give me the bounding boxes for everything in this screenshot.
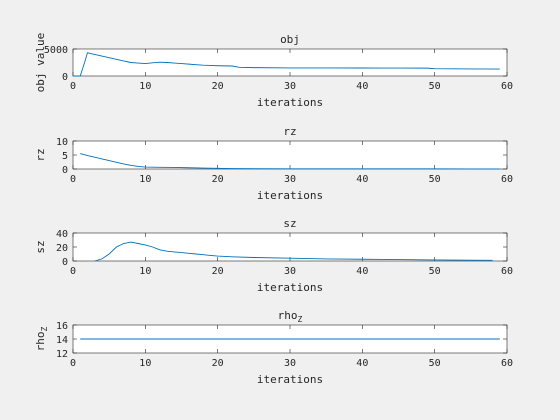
series-line-sz-0 — [94, 241, 493, 262]
x-tick-label-rz-5: 50 — [429, 174, 441, 185]
x-tick-label-rho-z-3: 30 — [284, 358, 296, 369]
x-tick-label-sz-1: 10 — [139, 266, 151, 277]
plot-title-rz: rz — [283, 125, 296, 138]
y-tick-label-rho-z-0: 12 — [56, 349, 68, 360]
x-tick-label-rho-z-5: 50 — [429, 358, 441, 369]
x-tick-label-sz-4: 40 — [356, 266, 368, 277]
x-axis-label-rho-z: iterations — [257, 373, 323, 386]
y-axis-label-obj: obj value — [34, 33, 47, 93]
x-tick-label-rz-4: 40 — [356, 174, 368, 185]
x-tick-label-rho-z-0: 0 — [70, 358, 76, 369]
subplot-rz: 0 10 20 30 40 50 60 0 5 10 rz iterations rz — [34, 125, 513, 202]
y-tick-label-obj-1: 5000 — [44, 45, 68, 56]
y-axis-label-sz: sz — [34, 240, 47, 253]
x-tick-label-rz-2: 20 — [212, 174, 224, 185]
x-axis-label-rz: iterations — [257, 189, 323, 202]
x-tick-label-obj-6: 60 — [501, 81, 513, 92]
x-tick-label-obj-0: 0 — [70, 81, 76, 92]
x-tick-label-sz-2: 20 — [212, 266, 224, 277]
y-tick-label-rz-0: 0 — [62, 165, 68, 176]
subplot-obj: 0 10 20 30 40 50 60 0 5000 obj iterations obj value — [34, 33, 513, 109]
y-tick-label-rz-2: 10 — [56, 137, 68, 148]
y-tick-label-sz-0: 0 — [62, 257, 68, 268]
x-tick-label-rho-z-6: 60 — [501, 358, 513, 369]
x-tick-label-sz-5: 50 — [429, 266, 441, 277]
x-tick-label-rho-z-2: 20 — [212, 358, 224, 369]
subplot-sz: 0 10 20 30 40 50 60 0 20 40 sz iterations sz — [34, 217, 513, 294]
y-tick-label-rz-1: 5 — [62, 151, 68, 162]
x-tick-label-rho-z-1: 10 — [139, 358, 151, 369]
x-axis-label-obj: iterations — [257, 96, 323, 109]
x-tick-label-rho-z-4: 40 — [356, 358, 368, 369]
x-tick-label-sz-3: 30 — [284, 266, 296, 277]
x-tick-label-obj-4: 40 — [356, 81, 368, 92]
y-tick-label-rho-z-1: 14 — [56, 335, 68, 346]
x-tick-label-sz-6: 60 — [501, 266, 513, 277]
series-line-obj-0 — [73, 52, 500, 77]
y-tick-label-rho-z-2: 16 — [56, 321, 68, 332]
x-axis-label-sz: iterations — [257, 281, 323, 294]
plot-title-sz: sz — [283, 217, 296, 230]
axes-box-obj — [72, 48, 508, 77]
axes-box-rz — [72, 140, 508, 170]
y-axis-label-rho-z: rhoZ — [34, 326, 49, 351]
subplot-rho-z: 0 10 20 30 40 50 60 12 14 16 rhoZ iterations rhoZ — [34, 309, 513, 386]
x-tick-label-obj-3: 30 — [284, 81, 296, 92]
x-tick-label-rz-3: 30 — [284, 174, 296, 185]
x-tick-label-rz-0: 0 — [70, 174, 76, 185]
x-tick-label-sz-0: 0 — [70, 266, 76, 277]
series-line-rz-0 — [80, 153, 500, 170]
plot-title-obj: obj — [280, 33, 300, 46]
plot-title-rho-z: rhoZ — [278, 309, 303, 324]
axes-box-sz — [72, 232, 508, 262]
y-tick-label-sz-2: 40 — [56, 229, 68, 240]
x-tick-label-rz-1: 10 — [139, 174, 151, 185]
y-tick-label-obj-0: 0 — [62, 72, 68, 83]
x-tick-label-obj-1: 10 — [139, 81, 151, 92]
x-tick-label-obj-2: 20 — [212, 81, 224, 92]
y-axis-label-rz: rz — [34, 148, 47, 161]
x-tick-label-obj-5: 50 — [429, 81, 441, 92]
y-tick-label-sz-1: 20 — [56, 243, 68, 254]
x-tick-label-rz-6: 60 — [501, 174, 513, 185]
